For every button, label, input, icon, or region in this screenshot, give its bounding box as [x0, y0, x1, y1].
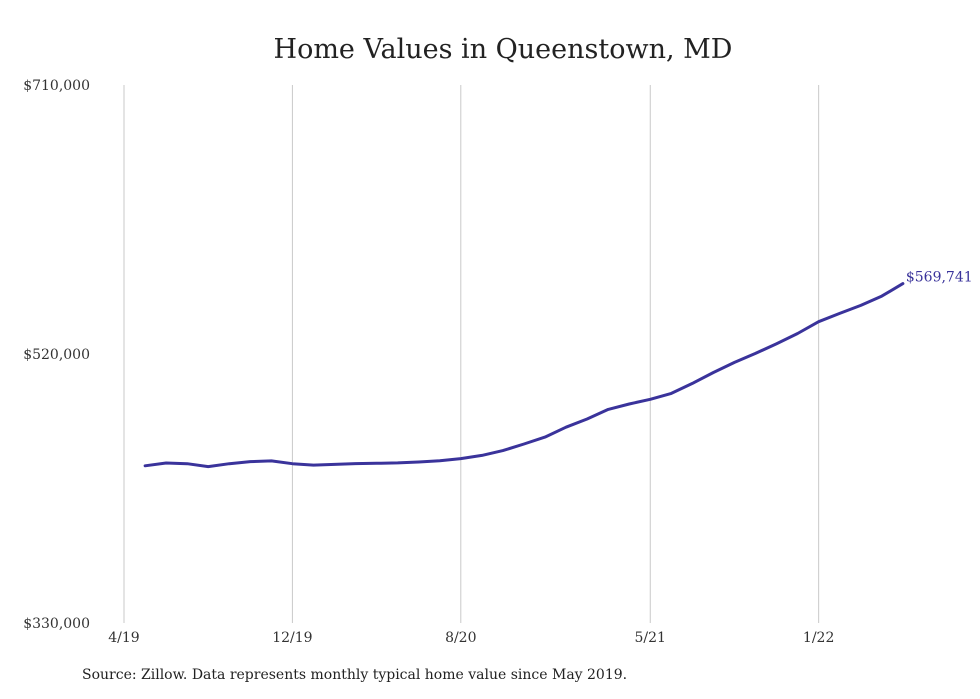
- x-axis-ticks: 4/19 12/19 8/20 5/21 1/22: [108, 630, 834, 646]
- series-line: [143, 282, 905, 469]
- x-tick-label: 4/19: [108, 630, 139, 646]
- y-tick-label: $710,000: [23, 78, 90, 94]
- x-tick-label: 8/20: [445, 630, 476, 646]
- source-note: Source: Zillow. Data represents monthly …: [82, 667, 628, 683]
- y-tick-label: $330,000: [23, 616, 90, 632]
- end-value-label: $569,741: [906, 270, 973, 286]
- x-tick-label: 12/19: [272, 630, 312, 646]
- y-axis-ticks: $710,000 $520,000 $330,000: [23, 78, 90, 632]
- gridlines: [123, 85, 820, 623]
- x-tick-label: 1/22: [803, 630, 834, 646]
- chart-title: Home Values in Queenstown, MD: [274, 34, 733, 65]
- y-tick-label: $520,000: [23, 347, 90, 363]
- x-tick-label: 5/21: [635, 630, 666, 646]
